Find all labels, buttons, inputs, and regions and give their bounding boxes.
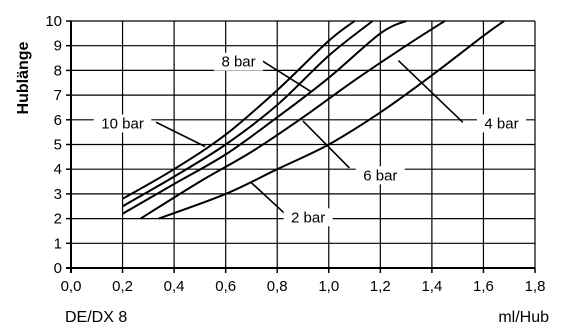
x-tick-label: 1,4: [421, 278, 442, 295]
curve-4-bar: [140, 20, 446, 220]
x-axis-title: ml/Hub: [498, 309, 549, 326]
y-tick-label: 5: [54, 137, 62, 154]
leader-line: [250, 182, 286, 215]
x-tick-label: 0,8: [267, 278, 288, 295]
x-tick-label: 1,8: [525, 278, 546, 295]
label-background: [93, 114, 152, 133]
x-tick-label: 1,0: [318, 278, 339, 295]
label-background: [355, 166, 405, 185]
curve-2-bar: [158, 20, 505, 220]
y-tick-label: 7: [54, 87, 62, 104]
label-background: [476, 114, 526, 133]
x-tick-label: 0,4: [164, 278, 185, 295]
leader-line: [155, 121, 206, 148]
x-tick-label: 1,6: [473, 278, 494, 295]
grid: [70, 20, 536, 269]
leader-line: [302, 120, 350, 169]
curves: [122, 20, 505, 220]
y-tick-label: 0: [54, 260, 62, 277]
x-tick-label: 1,2: [370, 278, 391, 295]
curve-8-bar: [122, 20, 374, 208]
axes: [66, 20, 536, 273]
x-tick-label: 0,0: [61, 278, 82, 295]
label-background: [283, 208, 333, 227]
curve-label: 2 bar: [291, 209, 325, 226]
tick-labels: 0,0 0,2 0,4 0,6 0,8 1,0 1,2 1,4 1,6 1,8 0 1 2 3 4 5 6 7 8 9…: [45, 13, 545, 295]
curve-label: 8 bar: [221, 54, 255, 71]
footer-label: DE/DX 8: [65, 309, 127, 326]
y-tick-label: 8: [54, 62, 62, 79]
curve-labels: 10 bar 8 bar 6 bar 4 bar 2 bar: [93, 52, 526, 227]
curve-10-bar: [122, 20, 356, 200]
y-tick-label: 9: [54, 38, 62, 55]
y-axis-title: Hublänge: [15, 41, 32, 114]
leader-line: [397, 59, 464, 123]
curve-6-bar: [122, 20, 407, 215]
curve-label: 4 bar: [484, 115, 518, 132]
y-tick-label: 1: [54, 235, 62, 252]
leader-line: [261, 59, 312, 93]
x-tick-label: 0,6: [215, 278, 236, 295]
y-tick-label: 10: [45, 13, 62, 30]
x-tick-label: 0,2: [112, 278, 133, 295]
curve-label: 6 bar: [363, 167, 397, 184]
curve-label: 10 bar: [101, 115, 144, 132]
y-tick-label: 3: [54, 186, 62, 203]
label-background: [214, 52, 264, 71]
y-tick-label: 4: [54, 161, 62, 178]
y-tick-label: 6: [54, 112, 62, 129]
y-tick-label: 2: [54, 211, 62, 228]
